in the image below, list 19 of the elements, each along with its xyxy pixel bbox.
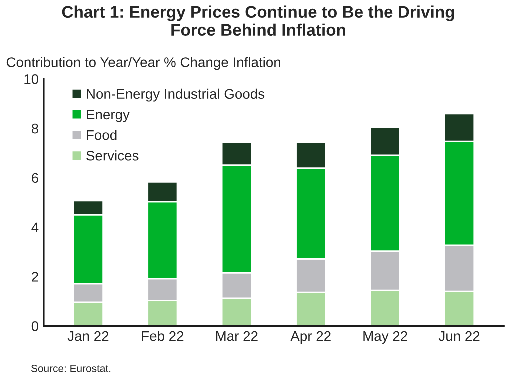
x-tick-label: Feb 22: [142, 331, 184, 342]
y-tick-label: 8: [32, 124, 38, 134]
y-axis-title: Contribution to Year/Year % Change Inflation: [6, 57, 280, 70]
y-tick-label: 2: [32, 272, 38, 282]
x-tick-label: Apr 22: [290, 331, 331, 344]
y-tick-label: 0: [32, 322, 39, 332]
legend-label: Services: [86, 150, 139, 161]
x-tick-label: May 22: [364, 331, 408, 344]
x-tick-label: Jan 22: [68, 331, 109, 342]
chart-title: Chart 1: Energy Prices Continue to Be the Driving Force Behind Inflation: [62, 6, 454, 36]
legend-label: Energy: [87, 110, 130, 122]
y-tick-label: 4: [32, 222, 39, 232]
legend-label: Non-Energy Industrial Goods: [87, 88, 265, 102]
legend-label: Food: [87, 130, 117, 140]
x-tick-label: Jun 22: [438, 331, 480, 342]
y-tick-label: 6: [32, 173, 38, 184]
y-tick-label: 10: [24, 74, 39, 84]
x-tick-label: Mar 22: [216, 331, 258, 342]
source-note: Source: Eurostat.: [31, 364, 111, 372]
